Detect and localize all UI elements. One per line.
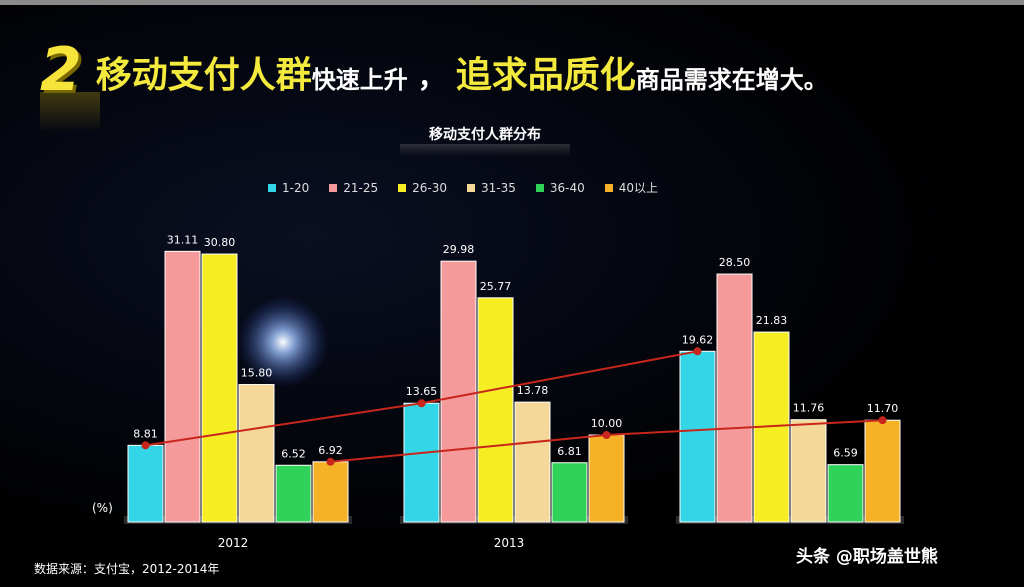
data-label: 8.81 xyxy=(133,427,158,440)
data-label: 30.80 xyxy=(204,236,236,249)
data-label: 29.98 xyxy=(443,243,475,256)
bar-36-40-2014 xyxy=(827,464,864,523)
group-base xyxy=(400,516,628,524)
bar-26-30-2013 xyxy=(477,297,514,523)
section-number: 2 xyxy=(40,35,82,105)
bar-40以上-2013 xyxy=(588,434,625,523)
legend-swatch xyxy=(398,183,407,192)
data-source-note: 数据来源：支付宝，2012-2014年 xyxy=(34,562,220,576)
legend-label: 31-35 xyxy=(480,180,516,195)
heading-part-4: 商品需求在增大。 xyxy=(635,66,828,94)
legend-label: 26-30 xyxy=(412,180,447,195)
bar-31-35-2012 xyxy=(238,384,275,523)
legend-swatch xyxy=(604,183,613,192)
group-base xyxy=(124,516,352,524)
data-label: 6.52 xyxy=(281,447,306,460)
bar-21-25-2014 xyxy=(716,273,753,523)
legend-item: 21-25 xyxy=(329,179,378,196)
chart-title-reflection xyxy=(400,144,570,156)
data-label: 19.62 xyxy=(682,333,714,346)
data-label: 31.11 xyxy=(167,233,199,246)
data-label: 6.81 xyxy=(557,445,582,458)
bar-31-35-2013 xyxy=(514,401,551,523)
bar-1-20-2013 xyxy=(403,402,440,523)
data-label: 21.83 xyxy=(756,314,788,327)
legend-swatch xyxy=(268,183,276,192)
slide-heading: 2 移动支付人群 快速上升 ， 追求品质化 商品需求在增大。 xyxy=(40,30,828,100)
trend-point xyxy=(602,431,611,439)
bar-36-40-2012 xyxy=(275,464,312,523)
data-label: 11.70 xyxy=(867,402,899,415)
legend-swatch xyxy=(535,183,544,192)
x-tick-label: 2012 xyxy=(218,536,249,550)
legend-label: 36-40 xyxy=(549,180,585,195)
bar-21-25-2012 xyxy=(164,250,201,523)
legend-item: 26-30 xyxy=(398,179,447,196)
legend-item: 36-40 xyxy=(535,179,585,196)
heading-part-1: 移动支付人群 xyxy=(95,55,312,96)
bar-40以上-2014 xyxy=(864,419,901,523)
data-label: 25.77 xyxy=(480,280,512,293)
trend-point xyxy=(693,347,702,356)
bar-36-40-2013 xyxy=(551,462,588,523)
data-label: 10.00 xyxy=(591,417,623,430)
data-label: 6.59 xyxy=(833,447,858,460)
data-label: 6.92 xyxy=(318,444,343,457)
chart-legend: 1-20 21-25 26-30 31-35 36-40 40以上 xyxy=(268,179,658,196)
heading-part-3: 追求品质化 xyxy=(455,55,636,96)
x-tick-label: 2013 xyxy=(494,536,525,550)
bar-26-30-2012 xyxy=(201,253,238,523)
y-unit-label: (%) xyxy=(92,501,113,515)
bar-31-35-2014 xyxy=(790,419,827,523)
trend-point xyxy=(417,399,426,408)
trend-point xyxy=(878,416,887,425)
lens-flare xyxy=(237,296,329,388)
trend-point xyxy=(141,441,150,450)
bar-1-20-2012 xyxy=(127,444,164,523)
legend-label: 40以上 xyxy=(618,181,659,195)
data-label: 11.76 xyxy=(793,402,825,415)
data-label: 15.80 xyxy=(241,367,273,380)
legend-label: 1-20 xyxy=(282,180,310,195)
legend-item: 40以上 xyxy=(604,179,659,196)
top-border xyxy=(0,0,1024,5)
watermark: 头条 @职场盖世熊 xyxy=(796,547,938,567)
chart-title: 移动支付人群分布 xyxy=(429,127,541,143)
data-label: 28.50 xyxy=(719,256,751,269)
bar-21-25-2013 xyxy=(440,260,477,523)
heading-comma: ， xyxy=(417,61,446,94)
data-label: 13.65 xyxy=(406,385,438,398)
legend-item: 31-35 xyxy=(466,179,516,196)
group-base xyxy=(676,516,904,524)
legend-swatch xyxy=(329,183,338,192)
data-label: 13.78 xyxy=(517,384,549,397)
number-reflection xyxy=(40,92,100,132)
legend-item: 1-20 xyxy=(268,179,309,196)
bar-40以上-2012 xyxy=(312,461,349,523)
legend-label: 21-25 xyxy=(343,180,379,195)
bar-1-20-2014 xyxy=(679,350,716,523)
trend-point xyxy=(326,457,335,466)
legend-swatch xyxy=(466,183,475,192)
heading-part-2: 快速上升 xyxy=(311,66,408,94)
